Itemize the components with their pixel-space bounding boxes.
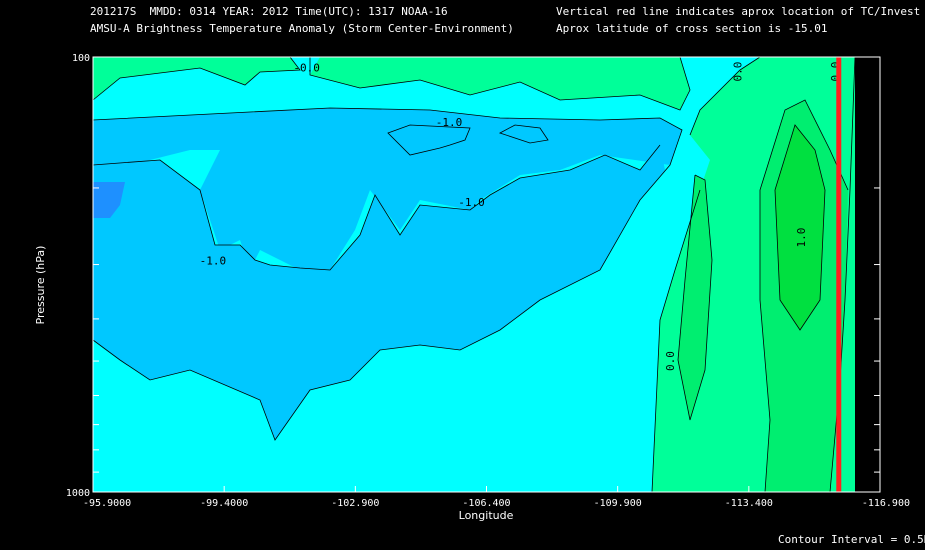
x-tick-label: -102.900 [331,498,379,509]
contour-label: -0.0 [293,62,320,75]
contour-fill-1 [775,125,825,330]
header-line2-right: Aprox latitude of cross section is -15.0… [556,22,828,35]
y-axis-title: Pressure (hPa) [34,246,47,325]
y-tick-label: 1000 [66,488,90,499]
x-tick-label: -113.400 [725,498,773,509]
y-axis-ticks: 100 1000 [66,53,880,499]
contour-label: -1.0 [436,116,463,129]
contour-labels: -0.0-1.0-1.0-1.00.0 0.01.00.00.0 [200,62,868,371]
header-line1-right: Vertical red line indicates aprox locati… [556,5,921,18]
contour-fill-minus1 [93,108,682,270]
x-tick-label: -109.900 [594,498,642,509]
contour-label: 0.0 [731,62,744,82]
contour-interval: Contour Interval = 0.5K [778,533,925,546]
contour-fill-minus1.5 [93,182,125,218]
x-tick-label: -106.400 [462,498,510,509]
contour-label: -1.0 [458,196,485,209]
header-line1-left: 201217S MMDD: 0314 YEAR: 2012 Time(UTC):… [90,5,448,18]
contour-line-0-left [689,56,761,136]
y-tick-label: 100 [72,53,90,64]
contour-fill-0-top [93,57,300,100]
x-axis-title: Longitude [459,509,514,522]
x-tick-label: -95.9000 [83,498,131,509]
contour-fill-0-top2 [310,57,690,110]
x-tick-label: -116.900 [862,498,910,509]
contour-line-1 [774,124,826,331]
contour-fill-minus1-lower [93,145,665,440]
contour-line-0-right [651,189,701,493]
contour-line-0.5-left [677,174,713,421]
contour-label: 0.0 [664,351,677,371]
contour-lines [92,56,856,493]
plot-right-margin [855,57,880,492]
header-line2-left: AMSU-A Brightness Temperature Anomaly (S… [90,22,514,35]
contour-island-2 [498,124,549,144]
contour-line-0-top [92,56,301,101]
contour-line-minus1 [92,107,683,441]
contour-line-minus1-inner [92,144,661,271]
contour-label: 0.0 [855,318,868,338]
contour-line-0.5 [759,99,849,493]
contour-island-1 [387,124,471,156]
contour-fill-0.5-left [678,175,712,420]
x-tick-label: -99.4000 [200,498,248,509]
contour-line-0-top2 [309,56,691,111]
x-axis-ticks: -95.9000 -99.4000 -102.900 -106.400 -109.900… [83,486,910,509]
contour-label: 1.0 [795,228,808,248]
contour-label: -1.0 [200,255,227,268]
